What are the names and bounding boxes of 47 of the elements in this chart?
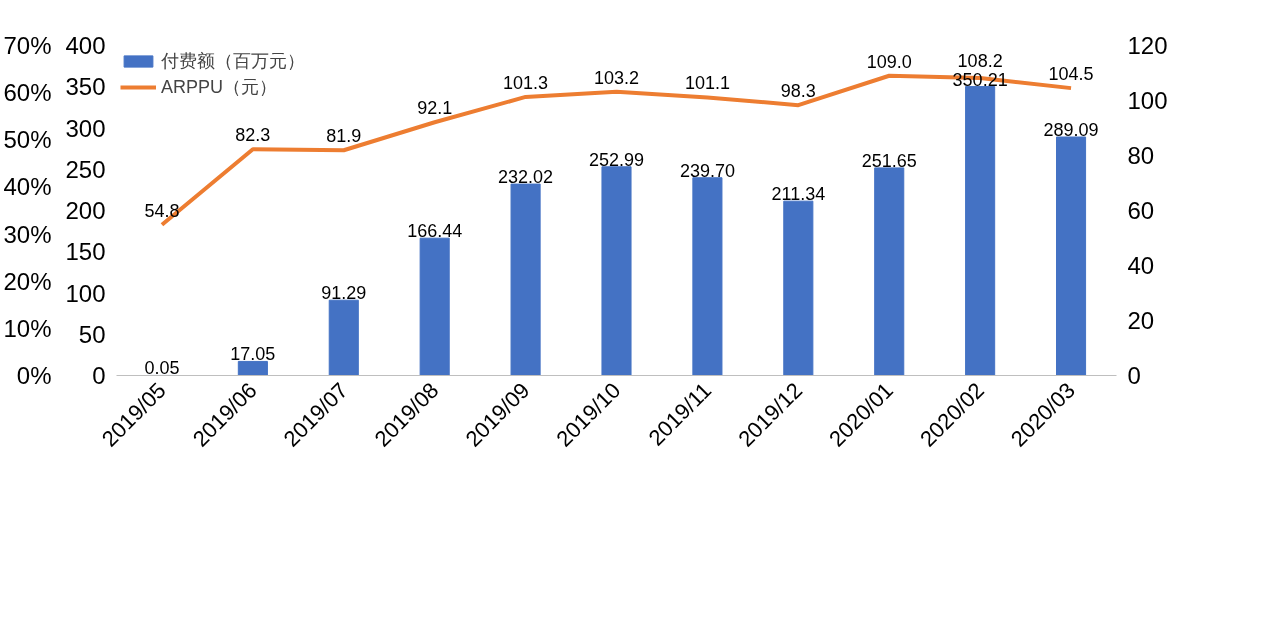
- y-tick-label: 0: [92, 362, 106, 389]
- legend-label: ARPPU（元）: [161, 76, 278, 99]
- y-tick-label: 100: [65, 279, 106, 307]
- y3-tick-label: 60%: [3, 79, 52, 107]
- y3-tick-label: 30%: [3, 220, 52, 248]
- data-label: 81.9: [326, 126, 362, 147]
- data-label: 109.0: [866, 51, 912, 72]
- data-label: 232.02: [498, 167, 554, 188]
- data-label: 101.1: [684, 73, 730, 94]
- data-label: 54.8: [144, 200, 180, 221]
- data-label: 252.99: [588, 149, 645, 170]
- data-label: 108.2: [957, 50, 1003, 71]
- data-label: 17.05: [230, 344, 276, 365]
- data-label: 0.05: [144, 358, 180, 379]
- y-tick-label: 50: [78, 320, 106, 348]
- y2-tick-label: 0: [1127, 362, 1141, 389]
- legend-label: 付费额（百万元）: [161, 50, 305, 73]
- y3-tick-label: 10%: [3, 314, 52, 342]
- data-label: 91.29: [321, 283, 367, 304]
- y3-tick-label: 50%: [3, 126, 52, 154]
- data-label: 239.70: [679, 160, 735, 181]
- y-tick-label: 250: [65, 155, 106, 183]
- data-label: 92.1: [417, 98, 453, 119]
- y3-tick-label: 70%: [3, 32, 52, 59]
- data-label: 166.44: [407, 221, 463, 242]
- data-label: 82.3: [235, 125, 271, 146]
- y2-tick-label: 60: [1127, 197, 1155, 224]
- y2-tick-label: 40: [1127, 252, 1155, 279]
- y-tick-label: 350: [65, 73, 106, 101]
- y-tick-label: 400: [65, 32, 106, 59]
- y2-tick-label: 120: [1127, 32, 1168, 59]
- data-label: 103.2: [593, 67, 640, 88]
- y2-tick-label: 20: [1127, 307, 1155, 334]
- data-label: 104.5: [1048, 64, 1094, 85]
- y3-tick-label: 40%: [3, 173, 52, 201]
- y2-tick-label: 80: [1127, 142, 1155, 169]
- data-label: 211.34: [771, 184, 826, 205]
- data-label: 289.09: [1043, 120, 1099, 140]
- data-label: 101.3: [503, 72, 549, 93]
- data-label: 98.3: [780, 81, 816, 102]
- y3-tick-label: 20%: [3, 267, 52, 295]
- y-tick-label: 150: [65, 238, 106, 266]
- y-tick-label: 200: [65, 197, 106, 224]
- data-label: 251.65: [861, 150, 917, 171]
- y3-tick-label: 0%: [16, 362, 52, 389]
- y-tick-label: 300: [65, 114, 106, 142]
- y2-tick-label: 100: [1127, 87, 1168, 114]
